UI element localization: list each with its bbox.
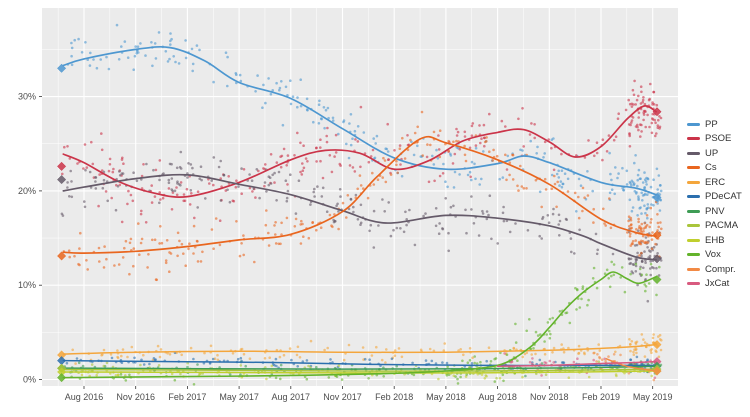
legend-label: Compr. xyxy=(705,263,736,275)
trend-line-PNV xyxy=(62,365,657,370)
legend-label: PDeCAT xyxy=(705,191,742,202)
legend-item-Cs: Cs xyxy=(687,161,742,176)
legend-item-PDeCAT: PDeCAT xyxy=(687,190,742,205)
legend-label: EHB xyxy=(705,234,725,246)
legend-item-ERC: ERC xyxy=(687,175,742,190)
legend-label: PACMA xyxy=(705,220,739,231)
x-tick-label: Nov 2016 xyxy=(116,392,155,402)
legend-item-UP: UP xyxy=(687,146,742,161)
y-tick-label: 30% xyxy=(18,92,36,102)
legend-swatch-icon xyxy=(687,238,700,242)
x-tick-label: Aug 2017 xyxy=(272,392,311,402)
x-tick-label: Feb 2018 xyxy=(375,392,413,402)
legend-swatch-icon xyxy=(687,137,700,141)
chart-legend: PP PSOE UP Cs ERC PDeCAT PNV PACMA EHB Vox Compr. J… xyxy=(687,117,742,291)
legend-item-Compr: Compr. xyxy=(687,262,742,277)
legend-swatch-icon xyxy=(687,195,700,199)
legend-label: PP xyxy=(705,118,718,130)
legend-label: Vox xyxy=(705,249,721,260)
legend-swatch-icon xyxy=(687,282,700,286)
y-tick-label: 0% xyxy=(23,375,36,385)
trend-line-ERC xyxy=(62,343,657,355)
legend-swatch-icon xyxy=(687,253,700,257)
x-tick-label: Feb 2019 xyxy=(582,392,620,402)
trend-line-Cs xyxy=(62,135,657,254)
legend-item-EHB: EHB xyxy=(687,233,742,248)
trend-line-UP xyxy=(62,173,657,261)
trend-lines xyxy=(62,45,657,379)
x-tick-label: May 2019 xyxy=(633,392,673,402)
legend-label: PNV xyxy=(705,205,725,217)
legend-swatch-icon xyxy=(687,267,700,271)
legend-item-PACMA: PACMA xyxy=(687,219,742,234)
x-tick-label: Aug 2018 xyxy=(478,392,517,402)
trend-line-PDeCAT xyxy=(62,359,657,367)
legend-item-JxCat: JxCat xyxy=(687,277,742,292)
legend-label: PSOE xyxy=(705,133,732,144)
plot-panel xyxy=(42,8,678,386)
legend-swatch-icon xyxy=(687,209,700,213)
legend-swatch-icon xyxy=(687,224,700,228)
legend-item-Vox: Vox xyxy=(687,248,742,263)
legend-swatch-icon xyxy=(687,180,700,184)
x-tick-label: Feb 2017 xyxy=(168,392,206,402)
legend-label: UP xyxy=(705,147,719,159)
trend-line-PP xyxy=(62,45,657,196)
trend-line-Compr xyxy=(605,358,657,372)
legend-swatch-icon xyxy=(687,151,700,155)
axes: Aug 2016 Nov 2016 Feb 2017 May 2017 Aug 2017… xyxy=(18,92,672,402)
trend-line-JxCat xyxy=(496,360,657,368)
x-tick-label: Aug 2016 xyxy=(65,392,104,402)
x-tick-label: Nov 2017 xyxy=(323,392,362,402)
x-tick-label: Nov 2018 xyxy=(530,392,569,402)
y-tick-label: 10% xyxy=(18,280,36,290)
legend-item-PP: PP xyxy=(687,117,742,132)
legend-label: ERC xyxy=(705,176,726,188)
x-tick-label: May 2018 xyxy=(426,392,466,402)
trend-line-Vox xyxy=(62,271,657,379)
y-tick-label: 20% xyxy=(18,186,36,196)
legend-label: JxCat xyxy=(705,278,730,289)
legend-swatch-icon xyxy=(687,122,700,126)
election-result-markers xyxy=(57,63,662,383)
trend-line-PACMA xyxy=(62,368,657,372)
trend-line-PSOE xyxy=(62,105,657,198)
x-tick-label: May 2017 xyxy=(219,392,259,402)
legend-swatch-icon xyxy=(687,166,700,170)
legend-item-PSOE: PSOE xyxy=(687,132,742,147)
legend-label: Cs xyxy=(705,162,717,173)
legend-item-PNV: PNV xyxy=(687,204,742,219)
